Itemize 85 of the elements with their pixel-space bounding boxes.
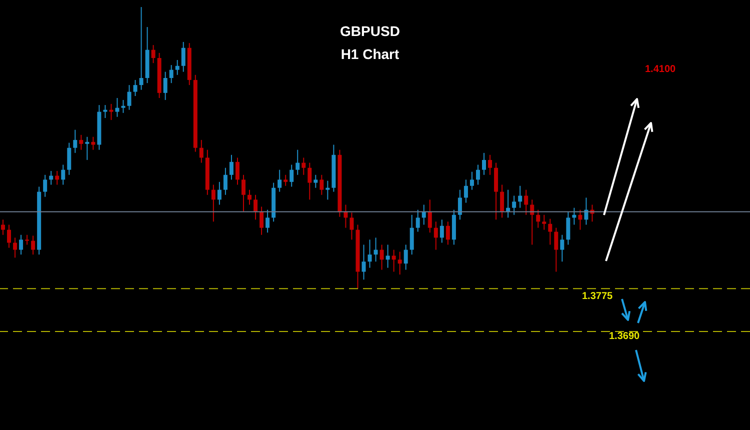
candlestick (326, 180, 330, 200)
candlestick (55, 170, 60, 186)
candlestick (242, 174, 246, 212)
candlestick (530, 199, 534, 246)
candlestick (350, 212, 354, 240)
candlestick (290, 164, 294, 188)
candlestick (476, 164, 480, 186)
candlestick (488, 154, 492, 176)
candlestick (254, 194, 258, 220)
text: 1.4100 (645, 64, 676, 75)
candlestick (73, 129, 78, 154)
candlestick (151, 44, 156, 64)
candlestick (536, 209, 540, 228)
candlestick (404, 244, 408, 270)
candlestick (133, 79, 138, 97)
candlestick (512, 195, 516, 216)
candlestick (308, 162, 312, 200)
candlestick (7, 224, 12, 248)
candlestick (79, 134, 84, 150)
candlestick (434, 221, 438, 250)
candlestick (548, 218, 552, 246)
text: 1.3690 (609, 331, 640, 342)
candlestick (175, 59, 180, 76)
candlestick (410, 214, 414, 256)
candlestick (217, 181, 222, 206)
candlestick (470, 171, 474, 190)
candlestick (320, 174, 324, 196)
candlestick (440, 219, 444, 244)
candlestick (181, 41, 186, 72)
candlestick (67, 142, 72, 176)
candlestick (518, 185, 522, 208)
candlestick (362, 244, 366, 280)
candlestick (109, 103, 114, 120)
candlestick (554, 227, 558, 272)
candlestick (386, 244, 390, 268)
candlestick (61, 164, 66, 186)
candlestick (1, 219, 5, 236)
candlestick (85, 136, 90, 160)
candlestick (500, 184, 504, 218)
candlestick (458, 189, 462, 220)
candlestick (235, 157, 240, 186)
candlestick (428, 199, 432, 234)
candlestick (229, 154, 234, 180)
candlestick (278, 169, 282, 192)
candlestick (13, 237, 18, 258)
candlestick (260, 206, 264, 236)
candlestick (398, 251, 402, 276)
candlestick (560, 234, 564, 262)
candlestick (248, 189, 252, 206)
candlestick (482, 152, 486, 176)
candlestick (31, 235, 36, 256)
candlestick (464, 179, 468, 204)
candlestick (199, 139, 204, 164)
candlestick (103, 104, 108, 118)
candlestick (223, 167, 228, 196)
candlestick (163, 71, 168, 100)
candlestick (266, 209, 270, 234)
candlestick (139, 6, 144, 90)
candlestick (43, 174, 48, 198)
candlestick (284, 174, 288, 186)
candlestick (121, 99, 126, 114)
candlestick (494, 162, 498, 220)
candlestick (374, 237, 378, 262)
candlestick (416, 209, 420, 232)
candlestick (566, 211, 570, 246)
candlestick (314, 174, 318, 188)
candlestick (446, 221, 450, 246)
candlestick (524, 189, 528, 216)
candlestick (380, 244, 384, 270)
candlestick (368, 239, 372, 268)
candlestick (49, 170, 54, 186)
candlestick (19, 234, 24, 256)
text: H1 Chart (340, 46, 400, 62)
candlestick (542, 214, 546, 230)
candlestick (211, 184, 216, 222)
candlestick (127, 84, 132, 110)
candlestick (578, 209, 582, 230)
candlestick (302, 157, 306, 176)
candlestick (115, 97, 120, 118)
candlestick (25, 234, 30, 246)
candlestick (169, 64, 174, 84)
candlestick (392, 249, 396, 272)
candlestick (296, 149, 300, 176)
text: GBPUSD (339, 22, 401, 41)
text: 1.3775 (582, 291, 613, 302)
